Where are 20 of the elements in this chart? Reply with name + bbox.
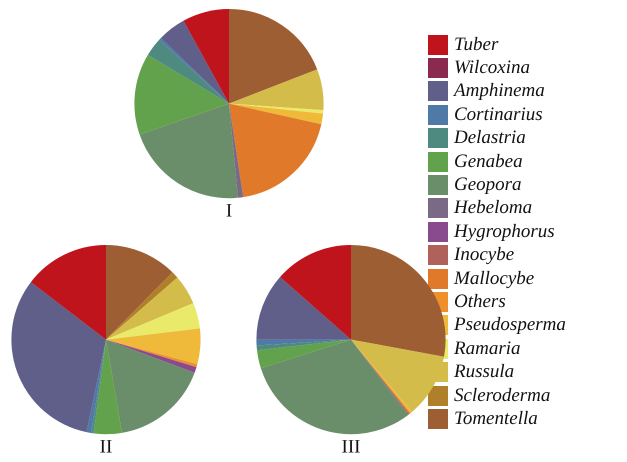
text: II — [100, 436, 112, 458]
legend-label: Tomentella — [454, 408, 538, 429]
legend-label: Inocybe — [454, 244, 514, 266]
legend-label: Geopora — [454, 174, 522, 196]
legend-label: Hebeloma — [454, 197, 532, 218]
legend-label: Others — [454, 290, 506, 312]
legend-label: Amphinema — [454, 80, 545, 102]
text: III — [342, 436, 360, 458]
legend-label: Ramaria — [454, 338, 520, 359]
legend-label: Pseudosperma — [454, 314, 566, 336]
text: I — [226, 200, 232, 222]
legend-label: Mallocybe — [454, 268, 534, 289]
legend-label: Wilcoxina — [454, 57, 530, 78]
legend-label: Genabea — [454, 150, 523, 172]
legend-label: Russula — [454, 361, 514, 382]
legend-label: Scleroderma — [454, 384, 550, 406]
legend-label: Delastria — [454, 127, 526, 148]
legend-label: Tuber — [454, 34, 498, 55]
legend-label: Cortinarius — [454, 104, 543, 125]
legend-label: Hygrophorus — [454, 220, 555, 242]
